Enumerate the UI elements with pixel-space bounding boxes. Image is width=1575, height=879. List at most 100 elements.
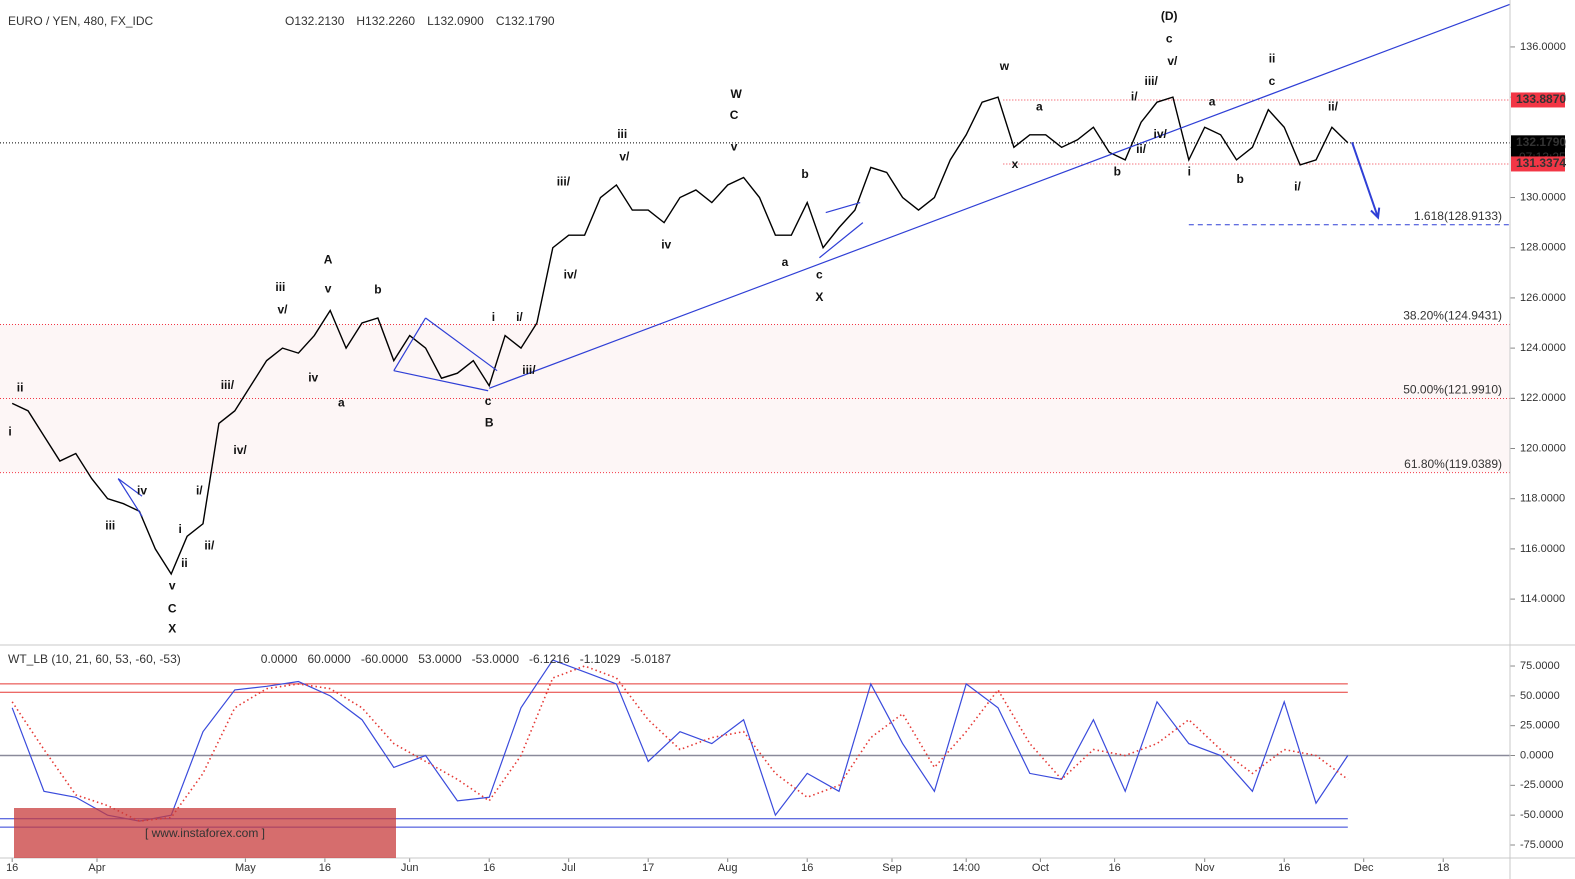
wave-label: v/ bbox=[1167, 54, 1178, 68]
indicator-value: -6.1216 bbox=[529, 652, 570, 666]
indicator-value: -53.0000 bbox=[472, 652, 520, 666]
fib-zone bbox=[0, 324, 1510, 473]
indicator-title: WT_LB (10, 21, 60, 53, -60, -53) bbox=[8, 652, 181, 666]
wave-label: iii/ bbox=[1145, 74, 1159, 88]
symbol-title: EURO / YEN, 480, FX_IDC bbox=[8, 14, 153, 28]
wave-label: B bbox=[485, 416, 494, 430]
wave-label: v bbox=[169, 579, 176, 593]
wave-label: iv bbox=[137, 483, 147, 497]
forecast-arrow bbox=[1351, 141, 1379, 218]
price-tag bbox=[1511, 92, 1565, 108]
wave-label: c bbox=[1166, 32, 1173, 46]
ohlc-value: C132.1790 bbox=[496, 14, 555, 28]
wave-label: X bbox=[815, 290, 823, 304]
watermark: [ www.instaforex.com ] bbox=[145, 826, 265, 840]
y-tick-label: 126.0000 bbox=[1520, 292, 1566, 304]
y-tick-label: 128.0000 bbox=[1520, 242, 1566, 254]
wave-label: b bbox=[1114, 165, 1121, 179]
trendline bbox=[117, 478, 143, 497]
wave-label: a bbox=[338, 395, 345, 409]
y-tick-label: -50.0000 bbox=[1520, 809, 1563, 821]
fib-label: 1.618(128.9133) bbox=[1414, 209, 1502, 223]
wave-label: a bbox=[1036, 99, 1043, 113]
wave-label: c bbox=[1269, 74, 1276, 88]
wave-label: iv/ bbox=[233, 443, 247, 457]
trendline bbox=[393, 370, 489, 392]
price-tag-label: 132.1790 bbox=[1516, 135, 1566, 149]
trendline bbox=[488, 3, 1511, 389]
x-tick-label: 16 bbox=[1278, 862, 1290, 874]
wave-label: v/ bbox=[277, 303, 288, 317]
oscillator-line bbox=[11, 659, 1349, 822]
wave-label: i bbox=[1188, 165, 1191, 179]
wave-label: C bbox=[168, 601, 177, 615]
y-tick-label: 114.0000 bbox=[1520, 593, 1565, 605]
wave-label: v bbox=[731, 139, 738, 153]
fib-label: 38.20%(124.9431) bbox=[1403, 309, 1502, 323]
x-tick-label: Dec bbox=[1354, 862, 1374, 874]
trendline bbox=[393, 317, 427, 372]
wave-label: v bbox=[325, 281, 332, 295]
wave-label: iv bbox=[661, 237, 671, 251]
wave-label: ii bbox=[17, 380, 24, 394]
wave-label: c bbox=[485, 394, 492, 408]
y-tick-label: 50.0000 bbox=[1520, 690, 1560, 702]
trendline bbox=[117, 478, 143, 517]
wave-label: iv/ bbox=[564, 267, 578, 281]
indicator-value: -60.0000 bbox=[361, 652, 409, 666]
wave-label: v/ bbox=[619, 150, 630, 164]
plot-layer: 136.0000134.0000132.0000130.0000128.0000… bbox=[0, 3, 1566, 874]
price-tag-label: 133.8870 bbox=[1516, 92, 1566, 106]
trendline bbox=[819, 222, 864, 259]
fib-label: 50.00%(121.9910) bbox=[1403, 383, 1502, 397]
wave-label: (D) bbox=[1161, 9, 1178, 23]
y-tick-label: -25.0000 bbox=[1520, 779, 1563, 791]
x-tick-label: Nov bbox=[1195, 862, 1215, 874]
wave-label: iv bbox=[308, 370, 318, 384]
y-tick-label: 124.0000 bbox=[1520, 342, 1566, 354]
wave-label: C bbox=[730, 108, 739, 122]
price-tag-label: 131.3374 bbox=[1516, 156, 1566, 170]
indicator-value: 60.0000 bbox=[307, 652, 351, 666]
wave-label: X bbox=[168, 621, 176, 635]
x-tick-label: 16 bbox=[483, 862, 495, 874]
x-tick-label: 14:00 bbox=[952, 862, 980, 874]
wave-label: iii bbox=[275, 280, 285, 294]
wave-label: i/ bbox=[516, 310, 523, 324]
oscillator-line bbox=[11, 665, 1349, 822]
x-tick-label: 17 bbox=[642, 862, 654, 874]
ohlc-value: H132.2260 bbox=[356, 14, 415, 28]
y-tick-label: 116.0000 bbox=[1520, 543, 1565, 555]
y-tick-label: 122.0000 bbox=[1520, 392, 1566, 404]
x-tick-label: Oct bbox=[1032, 862, 1049, 874]
x-tick-label: Apr bbox=[88, 862, 105, 874]
wave-label: i bbox=[179, 522, 182, 536]
wave-label: i/ bbox=[1294, 180, 1301, 194]
ohlc-value: O132.2130 bbox=[285, 14, 345, 28]
wave-label: iii/ bbox=[557, 175, 571, 189]
trendline bbox=[825, 201, 861, 214]
indicator-value: 0.0000 bbox=[261, 652, 298, 666]
wave-label: iii/ bbox=[522, 363, 536, 377]
wave-label: iii bbox=[105, 518, 115, 532]
wave-label: c bbox=[816, 267, 823, 281]
price-tag bbox=[1511, 156, 1565, 172]
indicator-value: 53.0000 bbox=[418, 652, 462, 666]
x-tick-label: May bbox=[235, 862, 256, 874]
y-tick-label: 75.0000 bbox=[1520, 660, 1560, 672]
x-tick-label: Aug bbox=[718, 862, 738, 874]
wave-label: A bbox=[324, 252, 333, 266]
wave-label: i bbox=[8, 424, 11, 438]
x-tick-label: Jul bbox=[562, 862, 576, 874]
x-tick-label: Sep bbox=[882, 862, 902, 874]
wave-label: b bbox=[801, 167, 808, 181]
wave-label: b bbox=[1237, 172, 1244, 186]
wave-label: b bbox=[374, 283, 381, 297]
price-line-series bbox=[11, 96, 1349, 576]
wave-label: i/ bbox=[1131, 89, 1138, 103]
wave-label: ii/ bbox=[1136, 142, 1147, 156]
x-tick-label: 16 bbox=[1108, 862, 1120, 874]
wave-label: iii bbox=[617, 127, 627, 141]
indicator-value: -1.1029 bbox=[580, 652, 621, 666]
y-tick-label: 120.0000 bbox=[1520, 442, 1566, 454]
